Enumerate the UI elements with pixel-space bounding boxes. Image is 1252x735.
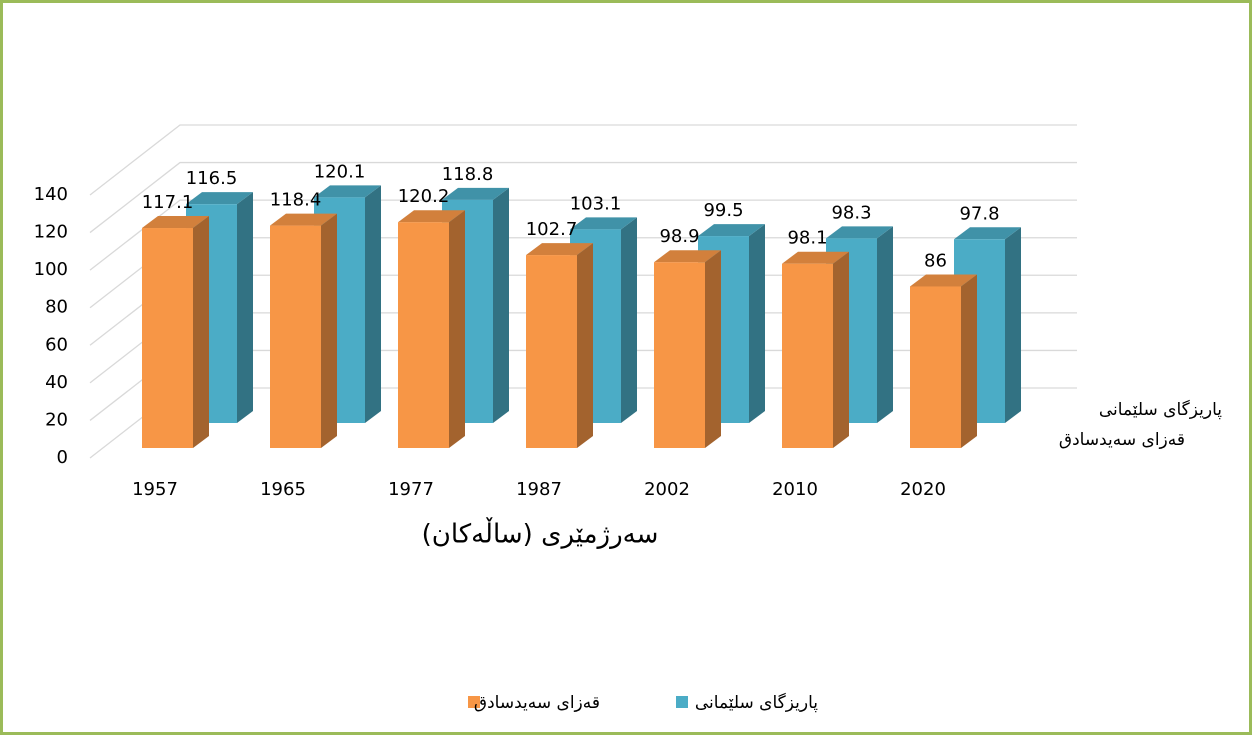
depth-label: پاریزگای سلێمانی: [1099, 399, 1222, 420]
data-label: 97.8: [959, 203, 999, 224]
bar-top: [954, 227, 1021, 240]
data-label: 116.5: [186, 168, 238, 189]
bar-side: [961, 274, 977, 448]
data-label: 118.4: [270, 190, 322, 211]
x-tick-label: 1987: [516, 479, 562, 500]
bar-top: [526, 243, 593, 256]
data-label: 98.3: [831, 202, 871, 223]
y-tick-label: 120: [34, 222, 68, 243]
y-tick-label: 80: [45, 297, 68, 318]
y-tick-label: 40: [45, 372, 68, 393]
data-label: 118.8: [442, 164, 494, 185]
y-tick-label: 140: [34, 184, 68, 205]
bar: [782, 263, 833, 448]
bar-top: [186, 192, 253, 205]
data-label: 120.1: [314, 161, 366, 182]
bar-side: [193, 216, 209, 448]
data-label: 103.1: [570, 193, 622, 214]
bar: [526, 255, 577, 448]
legend-label: پاریزگای سلێمانی: [695, 692, 818, 713]
bar-side: [449, 210, 465, 448]
grid-line: [89, 124, 1077, 196]
x-tick-label: 2002: [644, 479, 690, 500]
bar-side: [365, 185, 381, 423]
bar-top: [826, 226, 893, 239]
bar-side: [705, 250, 721, 448]
bar-side: [877, 226, 893, 423]
legend-swatch: [676, 696, 688, 708]
data-label: 98.9: [659, 226, 699, 247]
x-tick-label: 1957: [132, 479, 178, 500]
y-tick-label: 100: [34, 259, 68, 280]
bar-top: [270, 213, 337, 226]
bar-top: [698, 224, 765, 237]
bar: [270, 225, 321, 448]
grid-line: [89, 199, 1077, 271]
bar: [910, 286, 961, 448]
x-axis-label: سەرژمێری (ساڵەکان): [422, 518, 659, 550]
data-label: 117.1: [142, 192, 194, 213]
bar-top: [782, 251, 849, 264]
y-tick-label: 60: [45, 334, 68, 355]
bar-top: [654, 250, 721, 263]
y-tick-label: 20: [45, 409, 68, 430]
x-tick-label: 1965: [260, 479, 306, 500]
grid-line: [89, 161, 1077, 234]
bar-top: [142, 216, 209, 229]
bar-top: [910, 274, 977, 287]
bar: [654, 262, 705, 448]
bar-top: [570, 217, 637, 230]
x-tick-label: 1977: [388, 479, 434, 500]
bar-side: [493, 187, 509, 423]
bar-top: [314, 185, 381, 198]
legend-label: قەزای سەیدسادق: [474, 693, 600, 713]
data-label: 102.7: [526, 219, 578, 240]
bar: [398, 222, 449, 448]
bar-side: [1005, 227, 1021, 423]
x-tick-label: 2020: [900, 479, 946, 500]
bar-side: [321, 213, 337, 448]
bar-top: [442, 187, 509, 200]
bar-top: [398, 210, 465, 223]
bar-side: [577, 243, 593, 448]
bar: [142, 228, 193, 448]
bar-side: [237, 192, 253, 423]
x-tick-label: 2010: [772, 479, 818, 500]
data-label: 98.1: [787, 228, 827, 249]
depth-label: قەزای سەیدسادق: [1059, 430, 1185, 450]
data-label: 99.5: [703, 200, 743, 221]
bar-side: [621, 217, 637, 423]
data-label: 120.2: [398, 186, 450, 207]
bar-side: [833, 251, 849, 448]
y-tick-label: 0: [57, 447, 68, 468]
data-label: 86: [924, 250, 947, 271]
bar-side: [749, 224, 765, 423]
legend-swatch: [468, 696, 480, 708]
